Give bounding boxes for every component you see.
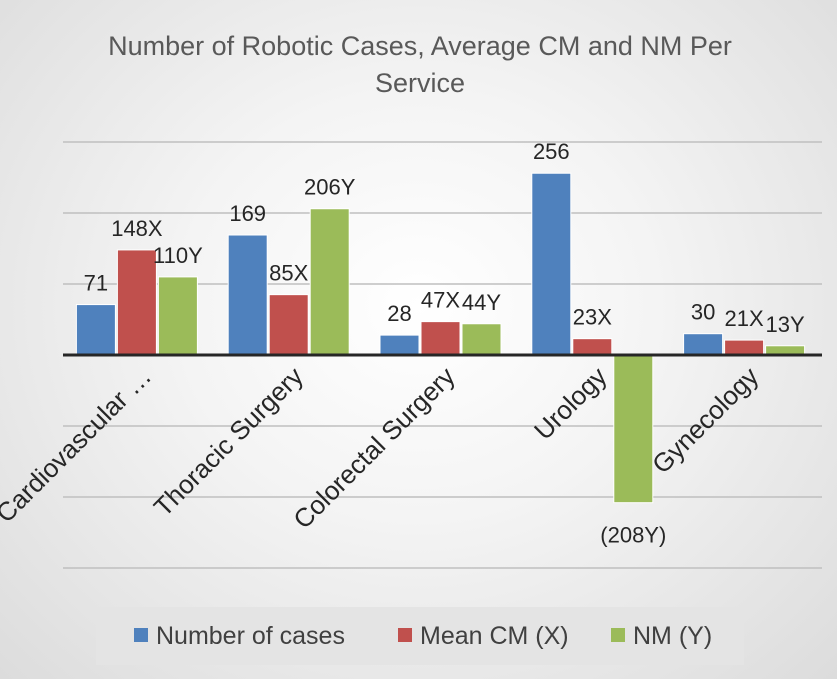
- category-label: Colorectal Surgery: [287, 361, 460, 534]
- bar: [75, 304, 116, 356]
- bar: [420, 321, 461, 356]
- data-label: 44Y: [462, 290, 501, 315]
- legend-label: Mean CM (X): [420, 622, 569, 650]
- legend-label: NM (Y): [633, 622, 712, 650]
- bar: [227, 234, 268, 356]
- legend-label: Number of cases: [156, 622, 345, 650]
- data-label: 85X: [269, 261, 308, 286]
- data-label: 256: [533, 139, 570, 164]
- category-label: Cardiovascular …: [0, 361, 157, 528]
- data-label: 30: [691, 300, 715, 325]
- category-label: Urology: [528, 361, 613, 446]
- category-label: Thoracic Surgery: [148, 361, 309, 522]
- data-label: 148X: [111, 216, 163, 241]
- bar: [157, 276, 198, 356]
- bar: [116, 249, 157, 356]
- chart-title-line-2: Service: [375, 68, 465, 98]
- bar: [724, 339, 765, 356]
- data-label: 28: [387, 301, 411, 326]
- bar: [309, 208, 350, 356]
- data-label: 169: [229, 201, 266, 226]
- bar: [572, 338, 613, 356]
- data-label: 206Y: [304, 175, 356, 200]
- bar: [613, 354, 654, 504]
- bar: [379, 334, 420, 356]
- data-label: 47X: [421, 288, 460, 313]
- bar: [531, 172, 572, 356]
- data-label: (208Y): [600, 523, 666, 548]
- legend-swatch: [134, 628, 148, 642]
- bars: [75, 172, 806, 504]
- bar: [683, 333, 724, 356]
- bar: [461, 323, 502, 356]
- chart-title-line-1: Number of Robotic Cases, Average CM and …: [108, 31, 732, 61]
- data-label: 21X: [725, 306, 764, 331]
- legend-swatch: [398, 628, 412, 642]
- data-label: 110Y: [153, 243, 203, 268]
- legend: Number of cases Mean CM (X) NM (Y): [96, 607, 744, 665]
- data-label: 23X: [573, 305, 612, 330]
- legend-swatch: [611, 628, 625, 642]
- legend-background: [96, 607, 744, 665]
- data-label: 13Y: [766, 312, 805, 337]
- data-label: 71: [84, 271, 108, 296]
- category-label: Gynecology: [646, 361, 764, 479]
- bar: [268, 294, 309, 356]
